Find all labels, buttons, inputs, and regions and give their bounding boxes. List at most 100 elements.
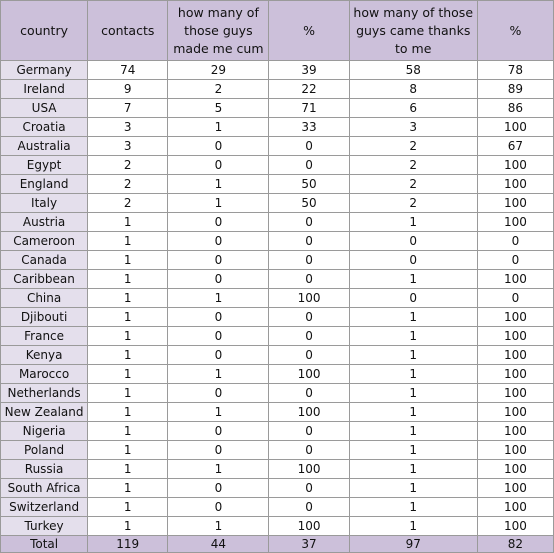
contacts-cell: 1 [87,269,169,289]
contacts-cell: 1 [87,421,169,441]
header-contacts: contacts [87,0,169,61]
percent-2-cell: 78 [476,60,554,80]
percent-2-cell: 100 [476,117,554,137]
country-cell: Marocco [0,364,89,384]
made-me-cum-cell: 2 [167,79,270,99]
country-cell: Croatia [0,117,89,137]
contacts-cell: 1 [87,231,169,251]
country-cell: Russia [0,459,89,479]
percent-2-cell: 89 [476,79,554,99]
table-row: France 1 0 0 1 100 [0,326,554,346]
table-footer: Total 119 44 37 97 82 [0,535,554,553]
made-me-cum-cell: 1 [167,516,270,536]
made-me-cum-cell: 0 [167,250,270,270]
country-cell: France [0,326,89,346]
made-me-cum-cell: 1 [167,459,270,479]
table-row: New Zealand 1 1 100 1 100 [0,402,554,422]
total-contacts: 119 [87,535,169,553]
made-me-cum-cell: 0 [167,231,270,251]
contacts-cell: 2 [87,174,169,194]
header-came-thanks-to-me: how many of those guys came thanks to me [348,0,478,61]
percent-1-cell: 0 [268,250,350,270]
percent-1-cell: 33 [268,117,350,137]
made-me-cum-cell: 0 [167,307,270,327]
contacts-cell: 2 [87,193,169,213]
contacts-cell: 1 [87,478,169,498]
country-cell: England [0,174,89,194]
made-me-cum-cell: 1 [167,117,270,137]
percent-1-cell: 22 [268,79,350,99]
table-row: Austria 1 0 0 1 100 [0,212,554,232]
percent-1-cell: 0 [268,345,350,365]
came-thanks-to-me-cell: 0 [348,231,478,251]
table-row: China 1 1 100 0 0 [0,288,554,308]
country-cell: Djibouti [0,307,89,327]
made-me-cum-cell: 0 [167,326,270,346]
header-row: country contacts how many of those guys … [0,0,554,61]
table-row: Djibouti 1 0 0 1 100 [0,307,554,327]
country-cell: South Africa [0,478,89,498]
made-me-cum-cell: 0 [167,155,270,175]
made-me-cum-cell: 1 [167,193,270,213]
contacts-cell: 1 [87,383,169,403]
came-thanks-to-me-cell: 1 [348,459,478,479]
came-thanks-to-me-cell: 8 [348,79,478,99]
contacts-cell: 3 [87,136,169,156]
came-thanks-to-me-cell: 1 [348,212,478,232]
made-me-cum-cell: 5 [167,98,270,118]
came-thanks-to-me-cell: 1 [348,364,478,384]
table-row: Nigeria 1 0 0 1 100 [0,421,554,441]
percent-2-cell: 100 [476,421,554,441]
country-cell: Austria [0,212,89,232]
percent-1-cell: 100 [268,364,350,384]
table-row: Poland 1 0 0 1 100 [0,440,554,460]
contacts-cell: 9 [87,79,169,99]
country-cell: Australia [0,136,89,156]
contacts-cell: 1 [87,345,169,365]
country-cell: Egypt [0,155,89,175]
percent-2-cell: 0 [476,288,554,308]
made-me-cum-cell: 0 [167,345,270,365]
percent-1-cell: 0 [268,231,350,251]
table-header: country contacts how many of those guys … [0,0,554,61]
made-me-cum-cell: 1 [167,288,270,308]
country-cell: Netherlands [0,383,89,403]
percent-2-cell: 67 [476,136,554,156]
contacts-cell: 1 [87,307,169,327]
percent-1-cell: 39 [268,60,350,80]
came-thanks-to-me-cell: 1 [348,478,478,498]
percent-1-cell: 0 [268,307,350,327]
percent-1-cell: 50 [268,193,350,213]
table-row: Ireland 9 2 22 8 89 [0,79,554,99]
contacts-cell: 1 [87,364,169,384]
made-me-cum-cell: 0 [167,440,270,460]
table-row: Switzerland 1 0 0 1 100 [0,497,554,517]
header-percent-1: % [268,0,350,61]
made-me-cum-cell: 1 [167,402,270,422]
table-row: Italy 2 1 50 2 100 [0,193,554,213]
percent-2-cell: 100 [476,478,554,498]
came-thanks-to-me-cell: 6 [348,98,478,118]
table-row: Caribbean 1 0 0 1 100 [0,269,554,289]
percent-1-cell: 50 [268,174,350,194]
percent-2-cell: 0 [476,231,554,251]
table-row: Cameroon 1 0 0 0 0 [0,231,554,251]
contacts-cell: 1 [87,459,169,479]
percent-1-cell: 100 [268,516,350,536]
country-cell: Germany [0,60,89,80]
country-cell: Caribbean [0,269,89,289]
came-thanks-to-me-cell: 1 [348,383,478,403]
percent-2-cell: 100 [476,516,554,536]
table-row: Croatia 3 1 33 3 100 [0,117,554,137]
came-thanks-to-me-cell: 2 [348,174,478,194]
percent-1-cell: 0 [268,269,350,289]
came-thanks-to-me-cell: 1 [348,326,478,346]
contacts-cell: 74 [87,60,169,80]
made-me-cum-cell: 0 [167,269,270,289]
country-cell: China [0,288,89,308]
made-me-cum-cell: 0 [167,478,270,498]
came-thanks-to-me-cell: 2 [348,136,478,156]
percent-1-cell: 0 [268,421,350,441]
table-row: South Africa 1 0 0 1 100 [0,478,554,498]
came-thanks-to-me-cell: 2 [348,193,478,213]
